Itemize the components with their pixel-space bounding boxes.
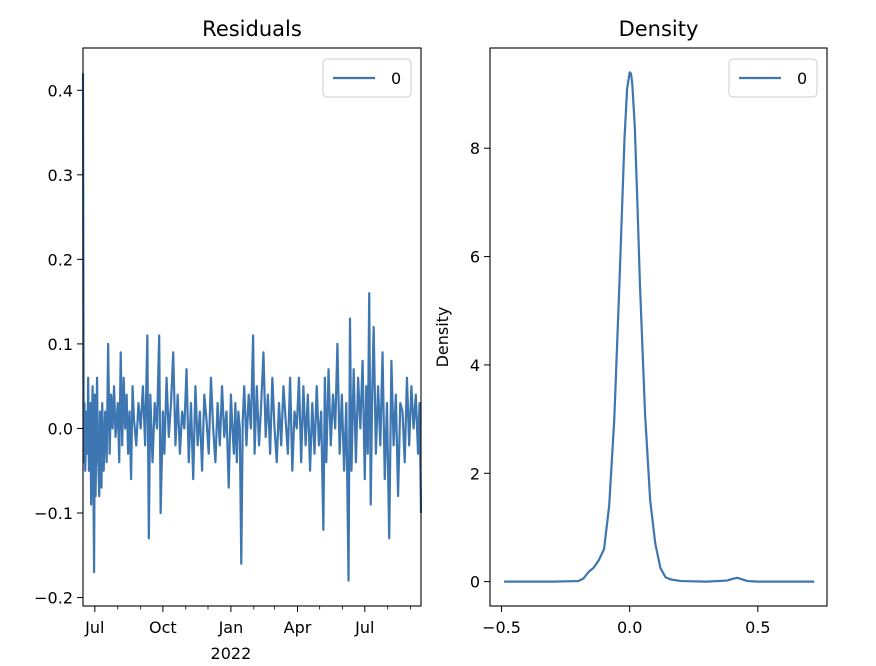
y-tick-label: 0.3 (48, 166, 73, 185)
x-tick-label: Jul (354, 618, 374, 637)
series-line-0 (504, 71, 815, 583)
x-tick-sublabel: 2022 (211, 644, 252, 663)
y-tick-label: 4 (470, 356, 480, 375)
y-tick-label: 0.4 (48, 81, 73, 100)
y-tick-label: 2 (470, 464, 480, 483)
x-tick-label: −0.5 (482, 618, 521, 637)
x-tick-label: Jul (84, 618, 104, 637)
x-tick-label: Apr (284, 618, 312, 637)
legend: 0 (322, 58, 412, 98)
plot-frame (82, 47, 422, 607)
y-tick-label: 0.2 (48, 250, 73, 269)
series-line-0 (81, 73, 423, 582)
legend-label: 0 (391, 69, 401, 88)
chart-title: Residuals (202, 17, 302, 41)
x-tick-label: 0.0 (617, 618, 642, 637)
x-tick-label: Oct (149, 618, 177, 637)
x-tick-label: Jan (218, 618, 244, 637)
y-tick-label: −0.2 (34, 589, 73, 608)
chart-title: Density (619, 17, 699, 41)
y-axis-label: Density (433, 307, 452, 368)
plot-frame (489, 47, 828, 607)
y-tick-label: 0.1 (48, 335, 73, 354)
legend-label: 0 (797, 69, 807, 88)
y-tick-label: −0.1 (34, 504, 73, 523)
panel-2: 0 2 4 6 8 −0.5 0.0 0.5 Density 0 (433, 47, 828, 637)
y-tick-label: 0.0 (48, 419, 73, 438)
y-tick-label: 0 (470, 573, 480, 592)
x-tick-label: 0.5 (745, 618, 770, 637)
legend: 0 (728, 58, 818, 98)
y-tick-label: 8 (470, 139, 480, 158)
y-tick-label: 6 (470, 248, 480, 267)
panel-1: −0.2 −0.1 0.0 0.1 0.2 0.3 0.4 Jul Oct Jan 2022 Apr J… (34, 47, 423, 663)
